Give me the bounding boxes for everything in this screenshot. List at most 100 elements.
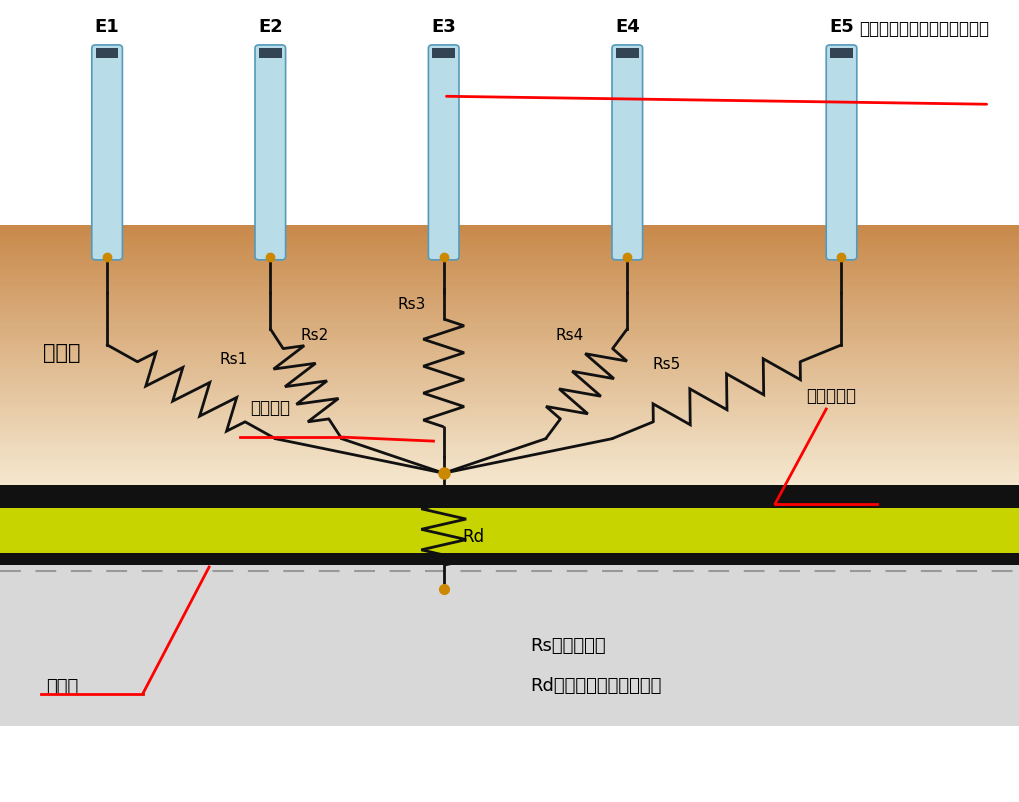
Bar	[615, 48, 638, 58]
Bar	[0, 310, 1019, 313]
Text: 保護土: 保護土	[43, 343, 81, 363]
Bar	[0, 411, 1019, 414]
Bar	[0, 296, 1019, 299]
Text: Rs3: Rs3	[397, 298, 426, 312]
Text: 損傷箇所: 損傷箇所	[250, 399, 289, 417]
FancyBboxPatch shape	[428, 45, 459, 260]
Bar	[0, 459, 1019, 463]
Text: E4: E4	[614, 18, 639, 36]
Bar	[0, 394, 1019, 397]
Text: Rs5: Rs5	[652, 358, 681, 372]
Bar	[0, 342, 1019, 345]
Bar	[0, 228, 1019, 231]
Bar	[0, 244, 1019, 247]
Bar	[0, 303, 1019, 306]
Bar	[0, 261, 1019, 264]
Bar	[0, 348, 1019, 351]
Text: Rs1: Rs1	[219, 352, 248, 367]
Bar	[0, 332, 1019, 335]
Bar	[0, 345, 1019, 348]
Bar	[0, 439, 1019, 443]
Bar	[0, 306, 1019, 310]
Bar	[0, 553, 1019, 565]
Bar	[0, 358, 1019, 362]
Text: 面電極: 面電極	[46, 678, 78, 695]
Bar	[0, 254, 1019, 257]
Bar	[0, 472, 1019, 476]
Bar	[0, 452, 1019, 456]
FancyBboxPatch shape	[825, 45, 856, 260]
Text: E3: E3	[431, 18, 455, 36]
Text: E1: E1	[95, 18, 119, 36]
Bar	[0, 403, 1019, 407]
Bar	[0, 384, 1019, 387]
Bar	[0, 423, 1019, 427]
Bar	[0, 329, 1019, 332]
FancyBboxPatch shape	[255, 45, 285, 260]
Bar	[0, 479, 1019, 482]
Bar	[0, 316, 1019, 319]
Bar	[0, 436, 1019, 439]
Bar	[0, 365, 1019, 368]
Bar	[0, 482, 1019, 485]
Bar	[0, 375, 1019, 378]
Bar	[0, 387, 1019, 391]
Text: 測定電極（埋設／移動電極）: 測定電極（埋設／移動電極）	[859, 20, 988, 38]
Bar	[0, 381, 1019, 384]
Bar	[0, 313, 1019, 316]
Bar	[0, 508, 1019, 553]
Bar	[0, 319, 1019, 322]
Bar	[0, 469, 1019, 472]
Bar	[0, 247, 1019, 250]
Bar	[0, 335, 1019, 338]
Bar	[0, 257, 1019, 261]
Bar	[0, 378, 1019, 381]
Bar	[0, 397, 1019, 400]
Bar	[0, 449, 1019, 452]
FancyBboxPatch shape	[611, 45, 642, 260]
Bar	[0, 338, 1019, 342]
Bar	[0, 391, 1019, 394]
Bar	[0, 225, 1019, 228]
Text: Rd: Rd	[462, 529, 484, 546]
Bar	[0, 368, 1019, 371]
Bar	[0, 250, 1019, 254]
Bar	[0, 362, 1019, 365]
Bar	[0, 417, 1019, 420]
Bar	[96, 48, 118, 58]
Bar	[0, 427, 1019, 430]
Bar	[259, 48, 281, 58]
Bar	[0, 565, 1019, 726]
Bar	[0, 237, 1019, 241]
Bar	[0, 283, 1019, 286]
Bar	[0, 443, 1019, 446]
Text: Rs2: Rs2	[301, 328, 329, 342]
Text: E5: E5	[828, 18, 853, 36]
Bar	[0, 430, 1019, 433]
Text: Rs4: Rs4	[555, 328, 584, 342]
Bar	[0, 293, 1019, 296]
Bar	[0, 400, 1019, 403]
Bar	[0, 476, 1019, 479]
Bar	[0, 280, 1019, 283]
Bar	[432, 48, 454, 58]
Bar	[829, 48, 852, 58]
Bar	[0, 463, 1019, 466]
Bar	[0, 322, 1019, 326]
Bar	[0, 371, 1019, 375]
Bar	[0, 407, 1019, 411]
Bar	[0, 414, 1019, 417]
Bar	[0, 456, 1019, 459]
Bar	[0, 446, 1019, 449]
Bar	[0, 234, 1019, 237]
Bar	[0, 264, 1019, 267]
Bar	[0, 286, 1019, 290]
Bar	[0, 326, 1019, 329]
Text: Rd：遞水シート損傷抗抗: Rd：遞水シート損傷抗抗	[530, 677, 661, 695]
Bar	[0, 277, 1019, 280]
Bar	[0, 267, 1019, 270]
Bar	[0, 299, 1019, 303]
Bar	[0, 420, 1019, 423]
Text: 遞水シート: 遞水シート	[805, 387, 855, 405]
Bar	[0, 485, 1019, 508]
